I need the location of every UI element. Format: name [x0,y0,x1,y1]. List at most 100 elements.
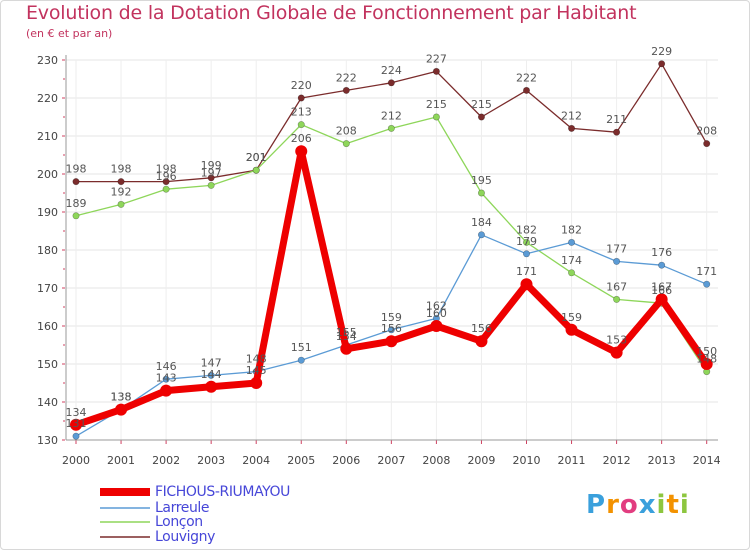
point-louvigny-2012 [613,128,621,136]
data-label-lon-on-2014: 148 [696,353,717,366]
data-label-larreule-2013: 176 [651,246,672,259]
point-larreule-2003 [207,371,215,379]
x-tick-label-2007: 2007 [377,454,405,467]
point-fichous-riumayou-2001 [115,403,128,416]
data-label-louvigny-2004: 201 [246,151,267,164]
x-tick-label-2012: 2012 [603,454,631,467]
chart-subtitle: (en € et par an) [26,27,113,40]
x-tick-label-2014: 2014 [693,454,721,467]
x-tick-label-2002: 2002 [152,454,180,467]
point-lon-on-2011 [568,269,576,277]
data-label-larreule-2009: 184 [471,216,492,229]
point-lon-on-2006 [342,140,350,148]
point-larreule-2013 [658,261,666,269]
data-label-louvigny-2012: 211 [606,113,627,126]
x-tick-label-2005: 2005 [287,454,315,467]
x-tick-label-2009: 2009 [467,454,495,467]
data-label-lon-on-2013: 166 [651,284,672,297]
point-louvigny-2007 [387,79,395,87]
data-label-louvigny-2001: 198 [111,163,132,176]
data-label-lon-on-2009: 195 [471,174,492,187]
data-label-lon-on-2000: 189 [66,197,87,210]
data-label-fichous-riumayou-2012: 153 [606,334,627,347]
data-label-larreule-2010: 179 [516,235,537,248]
y-tick-label-140: 140 [37,396,58,409]
y-tick-label-130: 130 [37,434,58,447]
data-label-fichous-riumayou-2001: 138 [111,391,132,404]
data-label-fichous-riumayou-2008: 160 [426,307,447,320]
legend-label-loncon: Lonçon [155,514,203,530]
y-tick-label-190: 190 [37,206,58,219]
point-lon-on-2001 [117,200,125,208]
data-label-fichous-riumayou-2010: 171 [516,265,537,278]
series-layer [70,60,713,440]
point-lon-on-2004 [252,166,260,174]
point-louvigny-2011 [568,124,576,132]
point-larreule-2011 [568,238,576,246]
x-tick-label-2010: 2010 [513,454,541,467]
point-fichous-riumayou-2004 [250,377,263,389]
data-label-lon-on-2001: 192 [111,185,132,198]
point-fichous-riumayou-2008 [430,320,443,332]
data-label-louvigny-2014: 208 [696,125,717,138]
point-lon-on-2003 [207,181,215,189]
y-tick-label-200: 200 [37,168,58,181]
point-fichous-riumayou-2011 [565,323,578,336]
point-fichous-riumayou-2012 [610,346,623,359]
data-label-fichous-riumayou-2011: 159 [561,311,582,324]
point-larreule-2010 [522,250,530,258]
point-fichous-riumayou-2005 [295,145,308,158]
legend-label-fichous: FICHOUS-RIUMAYOU [155,484,291,500]
point-louvigny-2006 [342,86,350,94]
data-label-lon-on-2004: 201 [246,151,267,164]
data-label-lon-on-2011: 174 [561,254,582,267]
point-larreule-2012 [613,257,621,265]
point-lon-on-2002 [162,185,170,193]
data-label-larreule-2005: 151 [291,341,312,354]
point-louvigny-2010 [522,86,530,94]
x-tick-label-2013: 2013 [648,454,676,467]
data-label-fichous-riumayou-2003: 144 [201,368,222,381]
point-larreule-2002 [162,375,170,383]
point-larreule-2009 [477,231,485,239]
x-tick-label-2011: 2011 [558,454,586,467]
point-larreule-2014 [703,280,711,288]
point-fichous-riumayou-2007 [385,335,398,348]
point-lon-on-2005 [297,121,305,129]
data-label-fichous-riumayou-2000: 134 [66,406,87,419]
point-louvigny-2000 [72,178,80,186]
data-label-louvigny-2008: 227 [426,52,447,65]
y-tick-label-160: 160 [37,320,58,333]
data-label-fichous-riumayou-2005: 206 [291,132,312,145]
data-label-fichous-riumayou-2014: 150 [696,345,717,358]
data-label-fichous-riumayou-2013: 167 [651,280,672,293]
data-label-lon-on-2010: 182 [516,223,537,236]
data-label-fichous-riumayou-2004: 145 [246,364,267,377]
legend-label-louvigny: Louvigny [155,529,216,545]
data-label-larreule-2001: 138 [111,391,132,404]
data-label-louvigny-2000: 198 [66,163,87,176]
data-label-fichous-riumayou-2007: 156 [381,322,402,335]
x-tick-label-2004: 2004 [242,454,270,467]
point-lon-on-2012 [613,295,621,303]
data-label-louvigny-2002: 198 [156,163,177,176]
point-fichous-riumayou-2010 [520,278,533,291]
legend-label-larreule: Larreule [155,500,210,516]
data-label-larreule-2008: 162 [426,299,447,312]
point-louvigny-2014 [703,140,711,148]
point-fichous-riumayou-2006 [340,342,353,355]
point-louvigny-2003 [207,174,215,182]
data-label-fichous-riumayou-2006: 154 [336,330,357,343]
data-label-larreule-2003: 147 [201,356,222,369]
y-tick-label-220: 220 [37,92,58,105]
data-label-larreule-2014: 171 [696,265,717,278]
point-fichous-riumayou-2013 [655,293,668,306]
chart-title: Evolution de la Dotation Globale de Fonc… [26,2,637,24]
y-tick-label-150: 150 [37,358,58,371]
point-fichous-riumayou-2003 [205,380,218,393]
data-label-louvigny-2005: 220 [291,79,312,92]
data-label-louvigny-2003: 199 [201,159,222,172]
data-label-louvigny-2007: 224 [381,64,402,77]
axes: 130 140 150 160 170 180 190 200 210 220 230 2000 200… [37,54,721,467]
